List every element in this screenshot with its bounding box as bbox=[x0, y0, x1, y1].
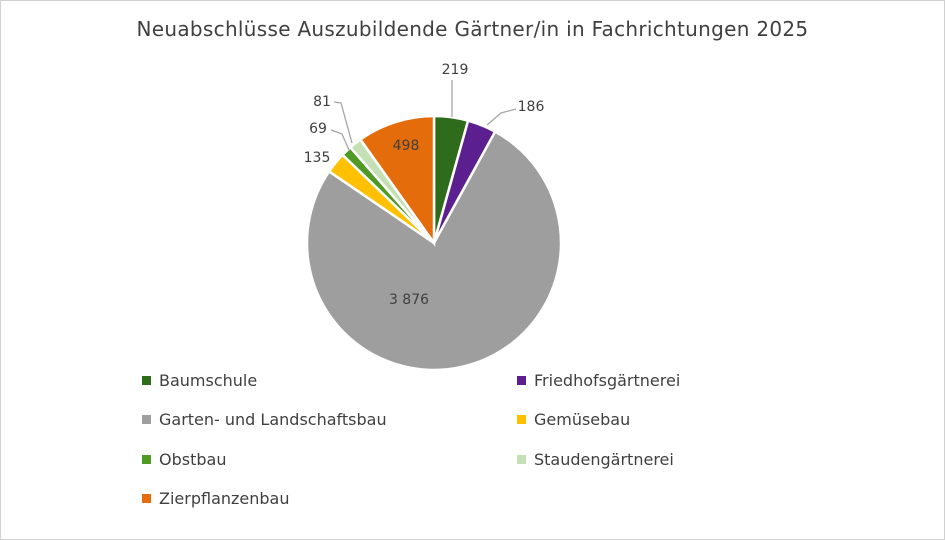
legend-item-gem-sebau: Gemüsebau bbox=[517, 410, 630, 429]
legend-label: Friedhofsgärtnerei bbox=[534, 371, 681, 390]
legend-swatch bbox=[142, 376, 151, 385]
data-label-garten-und-landschaftsbau: 3 876 bbox=[389, 292, 429, 308]
legend-swatch bbox=[517, 415, 526, 424]
data-label-baumschule: 219 bbox=[442, 62, 469, 78]
data-label-obstbau: 69 bbox=[309, 121, 327, 137]
legend-item-baumschule: Baumschule bbox=[142, 371, 257, 390]
legend-item-obstbau: Obstbau bbox=[142, 450, 226, 469]
legend-item-friedhofsg-rtnerei: Friedhofsgärtnerei bbox=[517, 371, 680, 390]
legend-swatch bbox=[517, 455, 526, 464]
legend-label: Gemüsebau bbox=[534, 410, 631, 429]
legend-swatch bbox=[142, 455, 151, 464]
data-label-gem-sebau: 135 bbox=[304, 150, 331, 166]
legend-swatch bbox=[517, 376, 526, 385]
pie-slice-zierpflanzenbau bbox=[358, 114, 436, 247]
legend-swatch bbox=[142, 494, 151, 503]
data-label-friedhofsg-rtnerei: 186 bbox=[518, 99, 545, 115]
pie-slice-garten-und-landschaftsbau bbox=[305, 129, 563, 372]
legend-label: Baumschule bbox=[159, 371, 258, 390]
leader-line-friedhofsg-rtnerei bbox=[486, 108, 517, 126]
leader-line-obstbau bbox=[330, 129, 350, 151]
chart-title: Neuabschlüsse Auszubildende Gärtner/in i… bbox=[136, 17, 809, 41]
data-label-staudeng-rtnerei: 81 bbox=[313, 94, 331, 110]
legend-item-garten-und-landschaftsbau: Garten- und Landschaftsbau bbox=[142, 410, 387, 429]
data-label-zierpflanzenbau: 498 bbox=[393, 138, 420, 154]
legend-label: Zierpflanzenbau bbox=[159, 489, 290, 508]
legend-label: Obstbau bbox=[159, 450, 227, 469]
legend-item-staudeng-rtnerei: Staudengärtnerei bbox=[517, 450, 674, 469]
legend-label: Garten- und Landschaftsbau bbox=[159, 410, 387, 429]
legend-label: Staudengärtnerei bbox=[534, 450, 674, 469]
leader-line-staudeng-rtnerei bbox=[333, 101, 353, 144]
legend-item-zierpflanzenbau: Zierpflanzenbau bbox=[142, 489, 290, 508]
legend-swatch bbox=[142, 415, 151, 424]
